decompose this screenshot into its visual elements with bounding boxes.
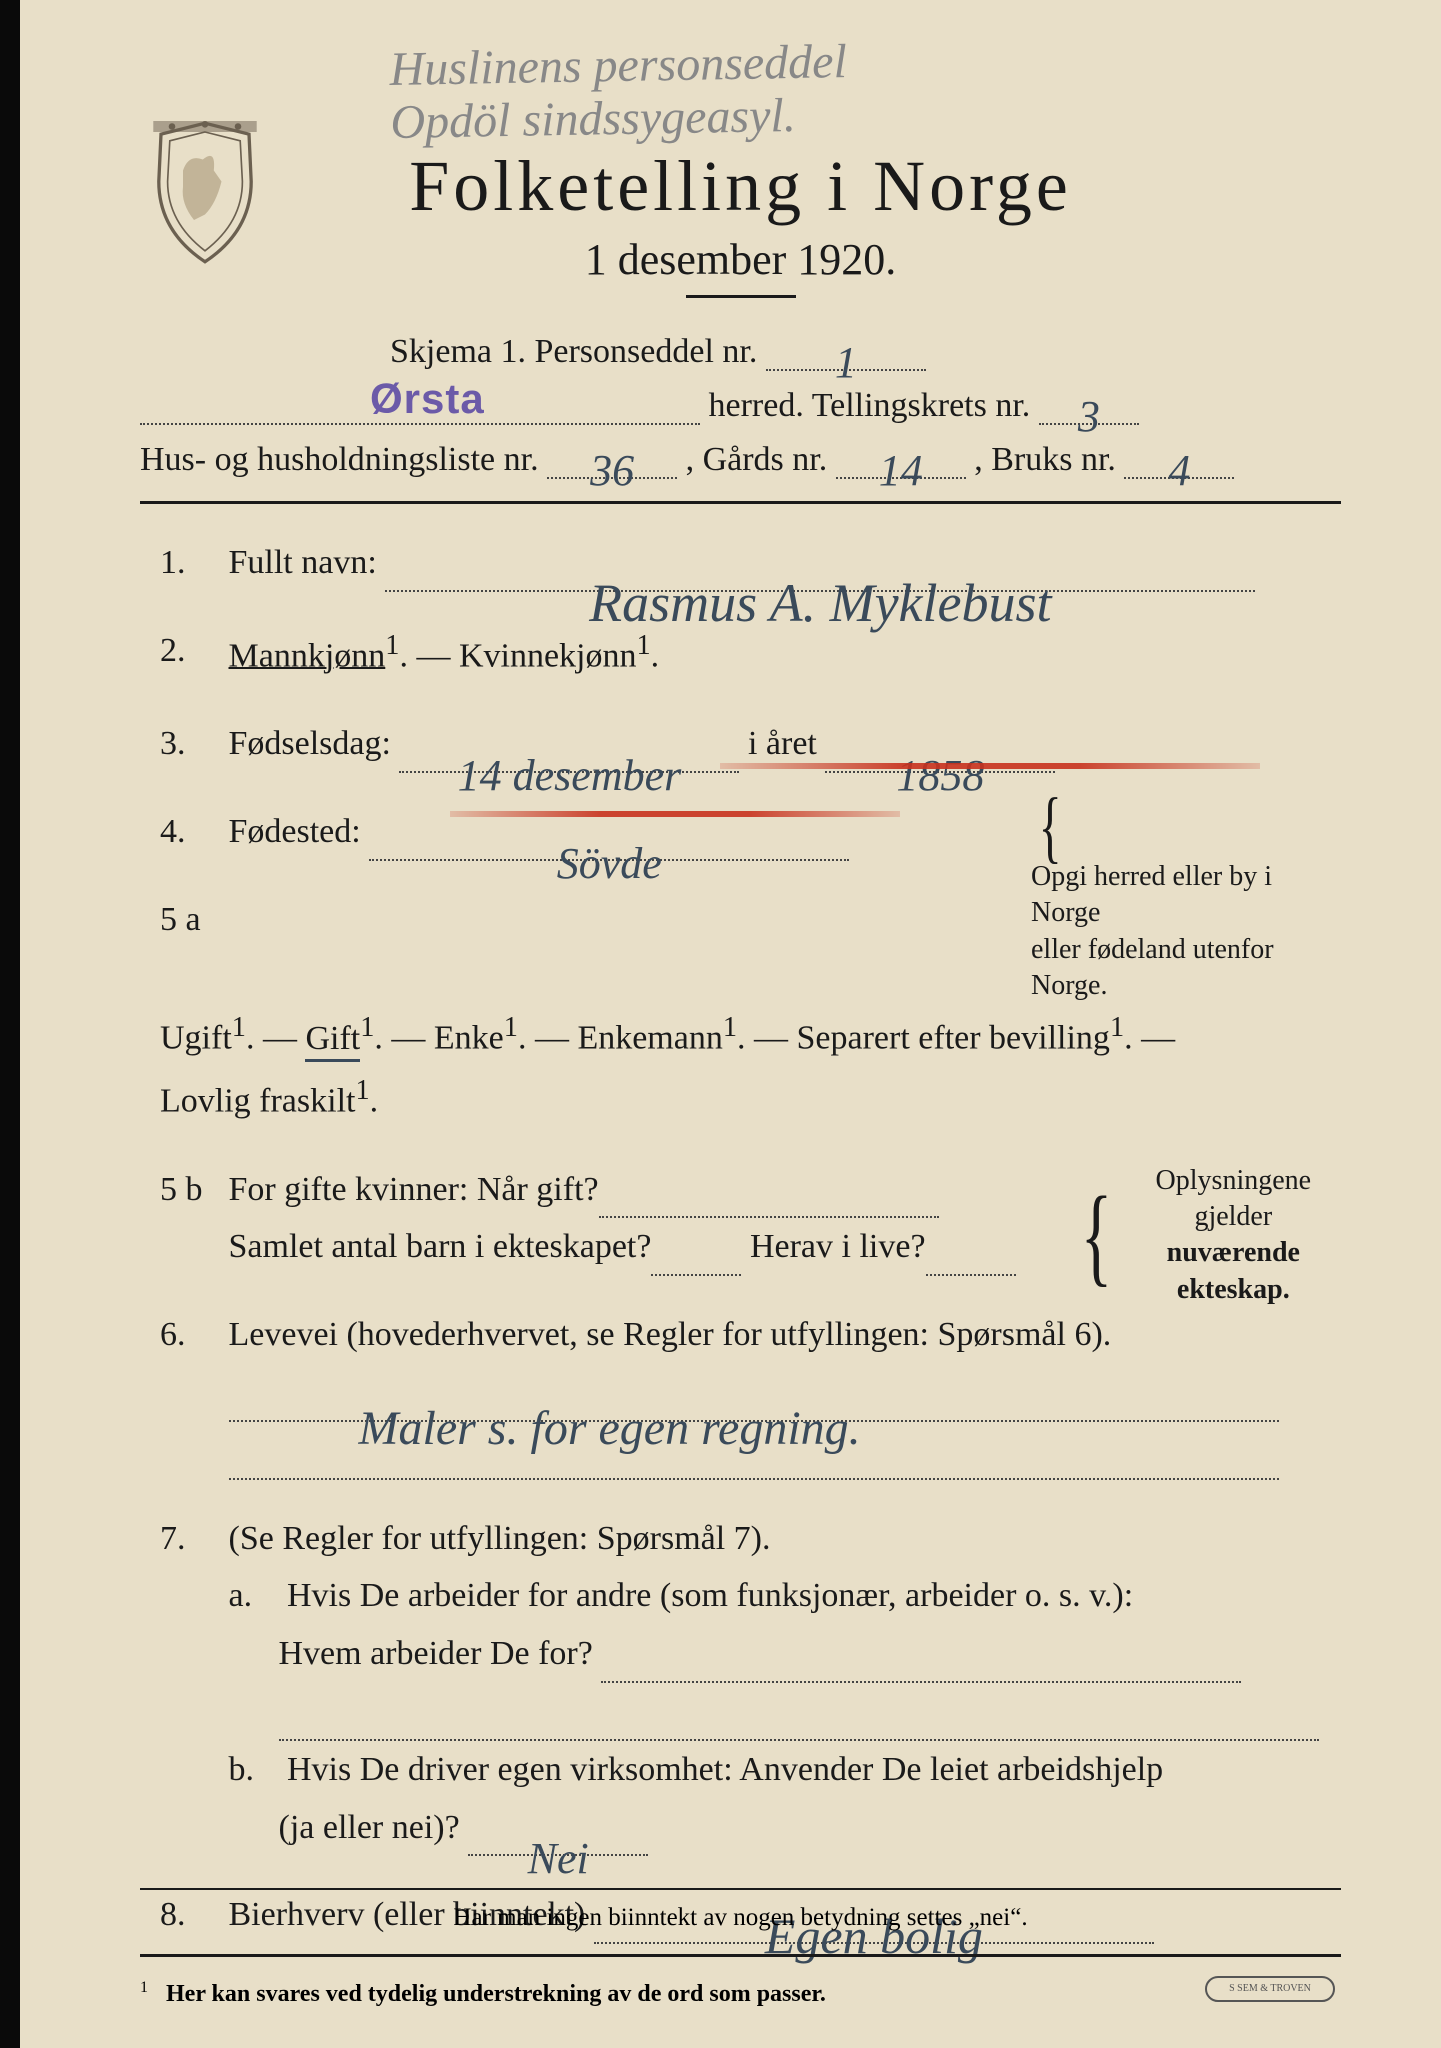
q5b-note1: Oplysningene [1156,1165,1312,1196]
q3-label: Fødselsdag: [229,725,391,762]
q6-num: 6. [160,1306,220,1364]
census-form-page: Huslinens personseddel Opdöl sindssygeas… [0,0,1441,2048]
pencil-annotation-top: Huslinens personseddel Opdöl sindssygeas… [389,36,848,150]
q5b-line2b: Herav i live? [750,1228,926,1265]
q1-label: Fullt navn: [229,544,377,581]
q5a-gift: Gift [305,1020,360,1062]
curly-bracket-icon: { [1039,795,1062,859]
q5a-num: 5 a [160,891,220,949]
title-underline [686,295,796,298]
q7-label: (Se Regler for utfyllingen: Spørsmål 7). [229,1520,771,1557]
q2-sup2: 1 [637,630,651,661]
husliste-nr-value: 36 [590,445,634,496]
q5a-enkemann: Enkemann [577,1020,722,1057]
divider-thick [140,501,1341,504]
curly-bracket-icon-2: { [1080,1191,1112,1279]
skjema-label: Skjema 1. Personseddel nr. [390,333,757,370]
question-3: 3. Fødselsdag: 14 desember i året 1858 [160,715,1341,773]
tellingskrets-nr-value: 3 [1078,391,1100,442]
q2-num: 2. [160,622,220,680]
herred-label: herred. Tellingskrets nr. [709,387,1031,424]
q4-label: Fødested: [229,813,361,850]
q7b-text2: (ja eller nei)? [279,1809,460,1846]
form-footer: Har man ingen biinntekt av nogen betydni… [140,1866,1341,2008]
footer-divider-2 [140,1954,1341,1957]
pencil-annotation-line2: Opdöl sindssygeasyl. [390,89,796,149]
pencil-annotation-line1: Huslinens personseddel [389,35,847,96]
form-title: Folketelling i Norge [140,145,1341,228]
q5a-ugift: Ugift [160,1020,232,1057]
q5b-note3: ekteskap. [1177,1274,1290,1305]
question-6: 6. Levevei (hovederhvervet, se Regler fo… [160,1306,1341,1479]
header-row-1: Skjema 1. Personseddel nr. 1 [390,333,1341,371]
q7a-text1: Hvis De arbeider for andre (som funksjon… [287,1577,1133,1614]
q5a-lovlig: Lovlig fraskilt [160,1083,355,1120]
question-1: 1. Fullt navn: Rasmus A. Myklebust [160,534,1341,592]
footer-rule: 1 Her kan svares ved tydelig understrekn… [140,1979,1341,2008]
q5a-enke: Enke [434,1020,504,1057]
q7a-num: a. [229,1567,279,1625]
red-pencil-line-2 [450,811,900,817]
question-5b: 5 b For gifte kvinner: Når gift? { Oplys… [160,1161,1341,1277]
bruks-label: , Bruks nr. [974,441,1116,478]
q7-num: 7. [160,1510,220,1568]
footer-divider-1 [140,1888,1341,1890]
q2-mann: Mannkjønn [229,637,386,674]
footer-rule-sup: 1 [140,1979,148,1996]
q5b-line1: For gifte kvinner: Når gift? [229,1171,599,1208]
header-row-2: Ørsta herred. Tellingskrets nr. 3 [140,387,1341,425]
q6-label: Levevei (hovederhvervet, se Regler for u… [229,1316,1112,1353]
q4-num: 4. [160,803,220,861]
form-subtitle: 1 desember 1920. [140,234,1341,285]
gards-nr-value: 14 [879,445,923,496]
coat-of-arms-emblem [150,120,260,265]
q2-sup1: 1 [385,630,399,661]
q5b-num: 5 b [160,1161,220,1219]
q7b-num: b. [229,1741,279,1799]
footer-note: Har man ingen biinntekt av nogen betydni… [140,1904,1341,1932]
husliste-label: Hus- og husholdningsliste nr. [140,441,539,478]
q3-num: 3. [160,715,220,773]
q5b-sidenote: { Oplysningene gjelder nuværende ekteska… [1070,1163,1350,1309]
red-pencil-line-1 [720,763,1260,769]
q7a-text2: Hvem arbeider De for? [279,1635,593,1672]
printer-mark: S SEM & TROVEN [1205,1976,1335,2002]
header-row-3: Hus- og husholdningsliste nr. 36 , Gårds… [140,441,1341,479]
question-2: 2. Mannkjønn1. — Kvinnekjønn1. [160,622,1341,685]
q1-num: 1. [160,534,220,592]
q2-kvinn: Kvinnekjønn [459,637,637,674]
footer-rule-text: Her kan svares ved tydelig understreknin… [166,1981,826,2007]
q7b-text1: Hvis De driver egen virksomhet: Anvender… [287,1751,1163,1788]
question-5a: 5 a Ugift1. — Gift1. — Enke1. — Enkemann… [160,891,1341,1131]
q5b-note2: gjelder [1194,1201,1272,1232]
question-7: 7. (Se Regler for utfyllingen: Spørsmål … [160,1510,1341,1857]
question-4: 4. Fødested: Sövde { Opgi herred eller b… [160,803,1341,861]
q5b-note2b: nuværende [1167,1237,1300,1268]
q5b-line2a: Samlet antal barn i ekteskapet? [229,1228,652,1265]
gards-label: , Gårds nr. [686,441,828,478]
q5a-separert: Separert efter bevilling [797,1020,1110,1057]
q3-mid: i året [748,725,817,762]
bruks-nr-value: 4 [1168,445,1190,496]
personseddel-nr-value: 1 [835,337,857,388]
